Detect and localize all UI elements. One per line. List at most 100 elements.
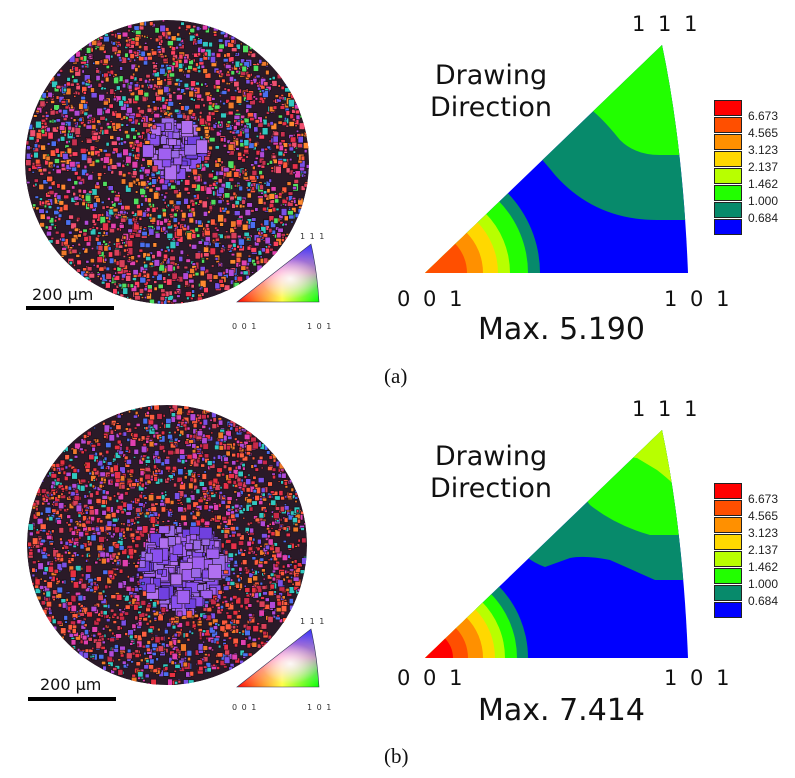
grain (55, 577, 59, 581)
grain (257, 637, 261, 641)
grain (276, 232, 282, 239)
grain (171, 61, 176, 66)
grain (181, 120, 194, 134)
grain (47, 185, 53, 190)
grain (101, 205, 106, 210)
grain (293, 559, 298, 564)
grain (272, 135, 279, 143)
grain (39, 585, 45, 590)
grain (113, 76, 119, 84)
grain (78, 117, 83, 122)
grain (49, 542, 54, 546)
grain (237, 470, 244, 477)
grain (85, 546, 91, 552)
grain (48, 576, 53, 580)
grain (158, 177, 165, 185)
grain (125, 39, 129, 43)
grain (113, 196, 120, 202)
grain (74, 489, 79, 494)
grain (129, 518, 135, 523)
grain (133, 198, 140, 205)
grain (258, 92, 263, 97)
grain (210, 431, 214, 435)
grain (212, 117, 216, 120)
grain (238, 566, 243, 572)
grain (298, 197, 302, 201)
grain (153, 617, 158, 621)
grain (261, 492, 266, 497)
grain (125, 155, 132, 164)
grain (95, 526, 100, 532)
grain (135, 422, 141, 427)
grain (285, 167, 291, 174)
grain (99, 216, 106, 224)
grain (205, 186, 213, 195)
grain (152, 242, 158, 248)
grain (211, 423, 217, 430)
grain (231, 61, 235, 65)
grain (201, 424, 207, 429)
grain (257, 538, 262, 545)
grain (157, 569, 163, 575)
legend-value: 0.684 (748, 211, 779, 225)
grain (260, 596, 265, 600)
grain (25, 159, 32, 167)
grain (86, 266, 93, 272)
grain (245, 79, 251, 85)
grain (253, 126, 259, 133)
grain (270, 490, 275, 494)
grain (110, 170, 114, 175)
grain (245, 103, 253, 109)
grain (35, 138, 40, 143)
grain (74, 537, 79, 542)
grain (105, 442, 112, 448)
grain (227, 160, 235, 169)
grain (263, 193, 268, 198)
grain (82, 123, 87, 128)
grain (253, 483, 259, 488)
grain (124, 595, 130, 602)
grain (271, 154, 277, 159)
grain (157, 468, 161, 473)
grain (110, 200, 114, 204)
grain (155, 37, 160, 43)
grain (236, 532, 242, 538)
grain (237, 577, 241, 583)
grain (174, 82, 179, 86)
grain (56, 477, 61, 482)
grain (274, 94, 279, 98)
grain (268, 590, 275, 597)
grain (290, 200, 295, 204)
grain (118, 568, 124, 574)
grain (263, 219, 270, 227)
grain (138, 25, 145, 31)
grain (233, 125, 238, 131)
grain (117, 34, 122, 40)
grain (219, 486, 223, 490)
grain (153, 286, 158, 291)
grain (94, 560, 99, 565)
grain (281, 235, 285, 239)
grain (282, 540, 287, 543)
grain (230, 246, 234, 250)
grain (286, 563, 291, 568)
grain (103, 87, 107, 90)
grain (114, 471, 121, 480)
grain (112, 75, 116, 78)
grain (177, 679, 182, 684)
grain (250, 81, 254, 86)
grain (87, 480, 90, 484)
ipf-label-001: 0 0 1 (397, 287, 466, 311)
grain (237, 465, 242, 470)
grain (157, 645, 164, 653)
grain (246, 498, 253, 504)
grain (278, 462, 286, 470)
grain (90, 228, 97, 236)
grain (112, 274, 116, 278)
grain (156, 45, 161, 49)
grain (137, 582, 141, 586)
grain (47, 171, 52, 175)
grain (62, 109, 68, 115)
grain (254, 517, 261, 523)
grain (174, 519, 177, 522)
